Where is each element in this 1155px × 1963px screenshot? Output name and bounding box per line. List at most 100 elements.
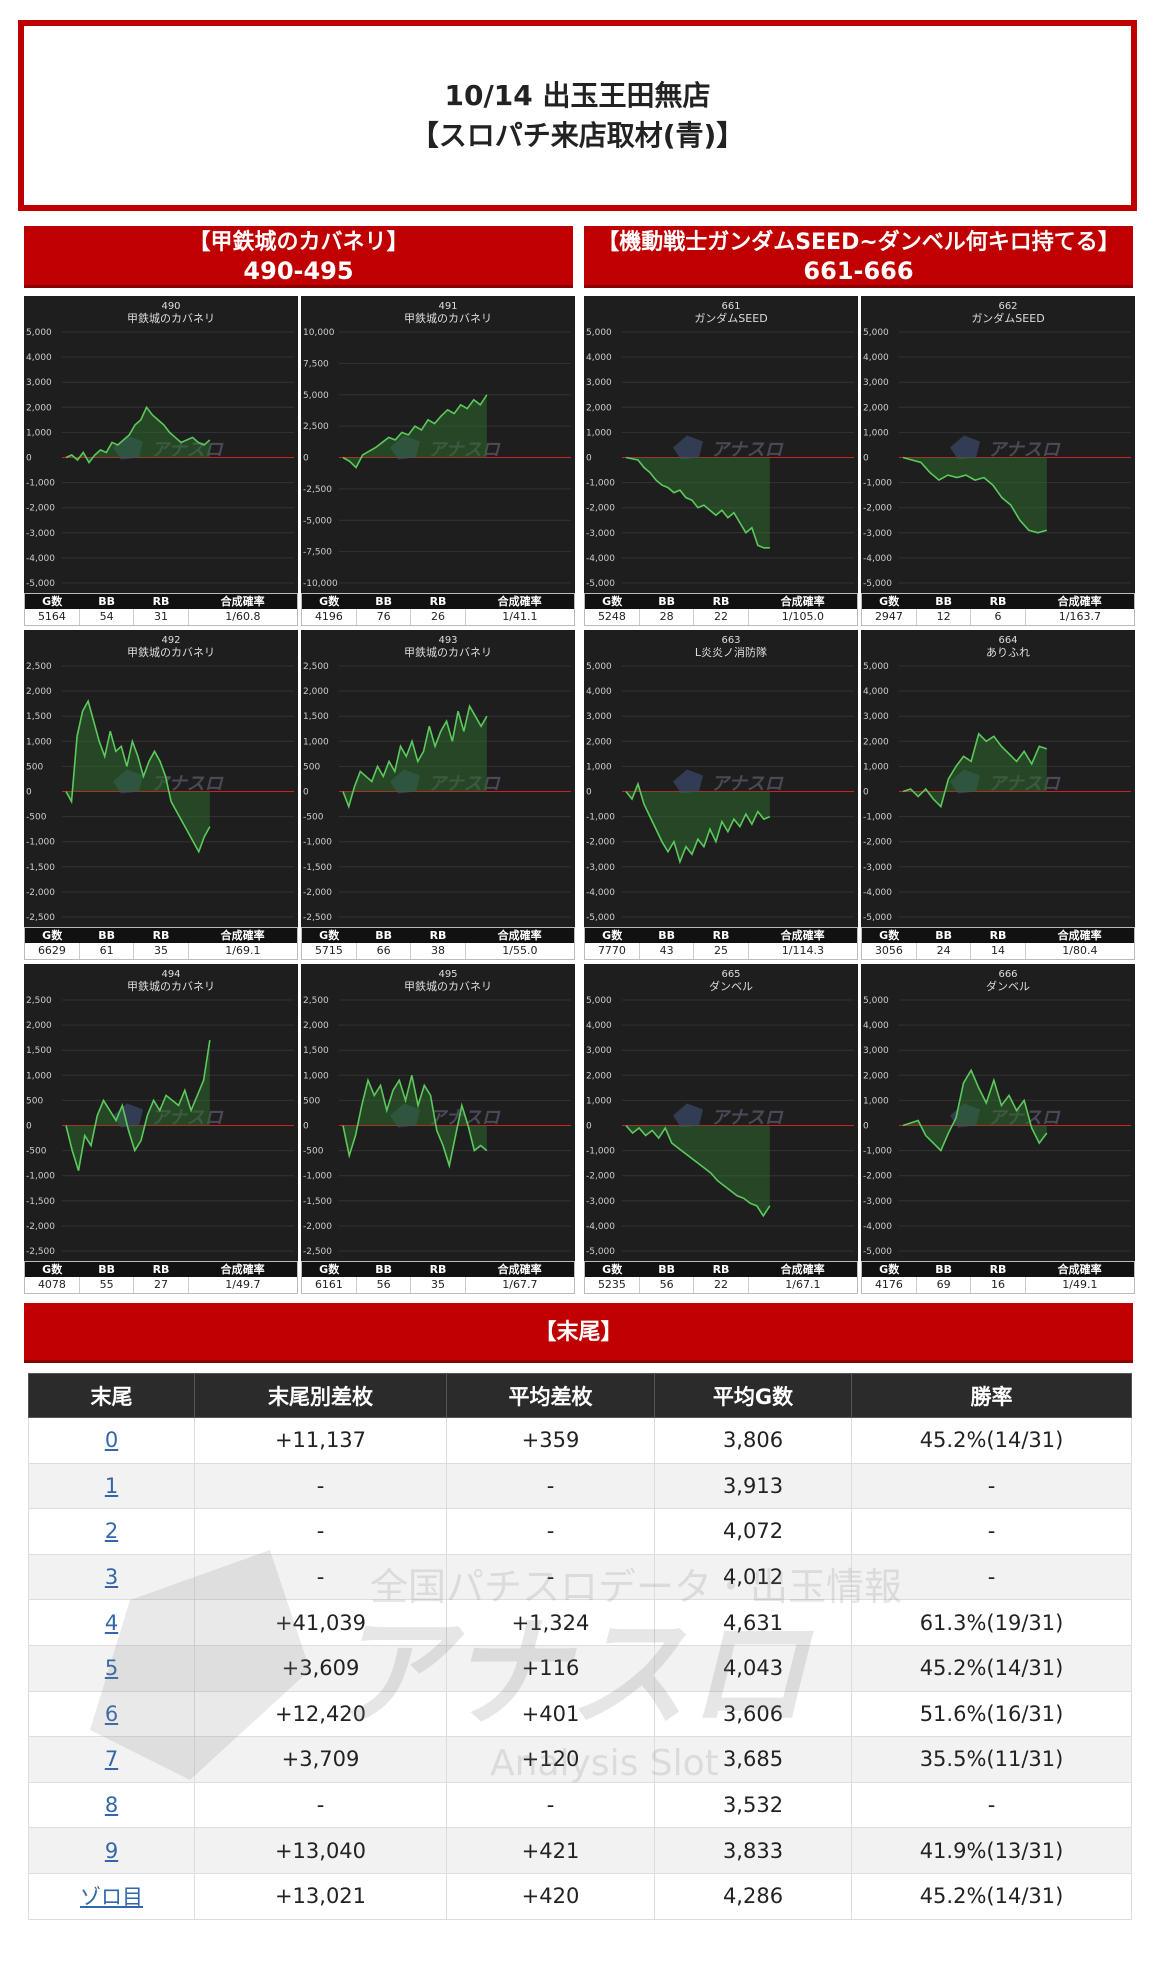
stats-header: RB	[693, 1262, 749, 1277]
y-tick-label: -1,000	[26, 479, 55, 489]
watermark-logo-icon	[673, 769, 704, 794]
stats-header: 合成確率	[748, 1262, 857, 1277]
y-tick-label: 5,000	[863, 996, 889, 1006]
table-cell: -	[446, 1781, 655, 1829]
y-tick-label: -5,000	[26, 579, 55, 589]
ends-digit-link[interactable]: 7	[28, 1736, 195, 1783]
stats-header: G数	[585, 928, 640, 943]
table-cell: -	[446, 1553, 655, 1601]
table-cell: 3,833	[654, 1827, 852, 1874]
area-fill	[343, 1075, 487, 1166]
table-cell: 45.2%(14/31)	[851, 1417, 1132, 1464]
machine-name: 甲鉄城のカバネリ	[404, 645, 492, 659]
ends-digit-link[interactable]: 5	[28, 1644, 195, 1692]
y-tick-label: -4,000	[586, 888, 615, 898]
y-tick-label: -5,000	[863, 579, 892, 589]
y-tick-label: -1,000	[863, 479, 892, 489]
y-tick-label: -4,000	[586, 1222, 615, 1232]
table-cell: +41,039	[194, 1599, 447, 1646]
ends-digit-link[interactable]: 6	[28, 1690, 195, 1738]
y-tick-label: 0	[586, 454, 592, 464]
ends-digit-link[interactable]: 4	[28, 1599, 195, 1646]
y-tick-label: -3,000	[586, 863, 615, 873]
machine-panel-666: 666 ダンベル 5,000 4,000 3,000 2,000 1,000 0 -1,000 -…	[861, 964, 1135, 1294]
table-cell: +12,420	[194, 1690, 447, 1738]
machine-panel-495: 495 甲鉄城のカバネリ 2,500 2,000 1,500 1,000 500 0 -500 -…	[301, 964, 575, 1294]
y-tick-label: 4,000	[26, 353, 52, 363]
table-cell: 4,286	[654, 1872, 852, 1920]
stats-value: 66	[355, 943, 411, 959]
y-tick-label: -2,000	[303, 888, 332, 898]
stats-value: 24	[915, 943, 971, 959]
stats-header: BB	[356, 594, 411, 609]
machine-panel-661: 661 ガンダムSEED 5,000 4,000 3,000 2,000 1,000 0 -1,…	[584, 296, 858, 626]
ends-section-header: 【末尾】	[24, 1303, 1133, 1363]
machine-stats: G数 BB RB 合成確率 5235 56 22 1/67.1	[584, 1261, 858, 1294]
y-tick-label: -1,000	[26, 1172, 55, 1182]
table-cell: 3,806	[654, 1417, 852, 1464]
stats-header: 合成確率	[748, 594, 857, 609]
stats-value: 1/67.7	[464, 1277, 574, 1293]
area-fill	[903, 457, 1047, 533]
ends-digit-link[interactable]: 1	[28, 1462, 195, 1510]
y-tick-label: 2,000	[863, 737, 889, 747]
y-tick-label: -2,000	[586, 504, 615, 514]
machine-panel-665: 665 ダンベル 5,000 4,000 3,000 2,000 1,000 0 -1,000 -…	[584, 964, 858, 1294]
slump-line	[342, 394, 488, 469]
stats-value: 35	[133, 943, 189, 959]
stats-value: 31	[133, 609, 189, 625]
y-tick-label: -1,000	[863, 813, 892, 823]
machine-number: 490	[161, 301, 180, 312]
stats-header: 合成確率	[465, 928, 574, 943]
stats-value: 54	[78, 609, 134, 625]
table-cell: +401	[446, 1690, 655, 1738]
y-tick-label: 0	[303, 788, 309, 798]
stats-header: 合成確率	[748, 928, 857, 943]
y-tick-label: -1,000	[26, 838, 55, 848]
slump-line	[902, 1068, 1048, 1152]
slump-line	[342, 703, 488, 810]
ends-column-header: 平均G数	[654, 1373, 852, 1418]
ends-column-header: 勝率	[851, 1373, 1132, 1418]
y-tick-label: -1,500	[303, 863, 332, 873]
y-tick-label: -2,000	[863, 1172, 892, 1182]
table-cell: 4,072	[654, 1508, 852, 1555]
stats-header: RB	[970, 594, 1026, 609]
table-cell: -	[851, 1508, 1132, 1555]
ends-digit-link[interactable]: 8	[28, 1781, 195, 1829]
machine-number: 493	[438, 635, 457, 646]
stats-header: G数	[585, 1262, 640, 1277]
ends-digit-link[interactable]: 2	[28, 1508, 195, 1555]
y-tick-label: -3,000	[863, 863, 892, 873]
y-tick-label: 2,000	[26, 687, 52, 697]
stats-header: RB	[410, 1262, 466, 1277]
area-fill	[66, 407, 210, 463]
table-row: 3- -4,012-	[28, 1553, 1132, 1601]
machine-name: ダンベル	[986, 979, 1030, 993]
table-row: 8- -3,532-	[28, 1781, 1132, 1829]
stats-header: BB	[639, 594, 694, 609]
stats-value: 12	[915, 609, 971, 625]
ends-digit-link[interactable]: 0	[28, 1417, 195, 1464]
y-tick-label: -3,000	[586, 529, 615, 539]
stats-value: 43	[638, 943, 694, 959]
stats-header: BB	[356, 928, 411, 943]
stats-value: 5248	[597, 610, 626, 623]
stats-value: 26	[410, 609, 466, 625]
table-cell: +421	[446, 1827, 655, 1874]
stats-value: 7770	[597, 944, 626, 957]
ends-digit-link[interactable]: ゾロ目	[28, 1872, 195, 1920]
table-row: 2- -4,072-	[28, 1508, 1132, 1555]
y-tick-label: -500	[26, 813, 47, 823]
y-tick-label: -2,000	[303, 1222, 332, 1232]
y-tick-label: -500	[303, 1147, 324, 1157]
table-cell: 4,012	[654, 1553, 852, 1601]
ends-digit-link[interactable]: 9	[28, 1827, 195, 1874]
machine-panel-492: 492 甲鉄城のカバネリ 2,500 2,000 1,500 1,000 500 0 -500 -…	[24, 630, 298, 960]
table-cell: 4,043	[654, 1644, 852, 1692]
stats-header: BB	[79, 928, 134, 943]
ends-digit-link[interactable]: 3	[28, 1553, 195, 1601]
machine-number: 666	[998, 969, 1017, 980]
